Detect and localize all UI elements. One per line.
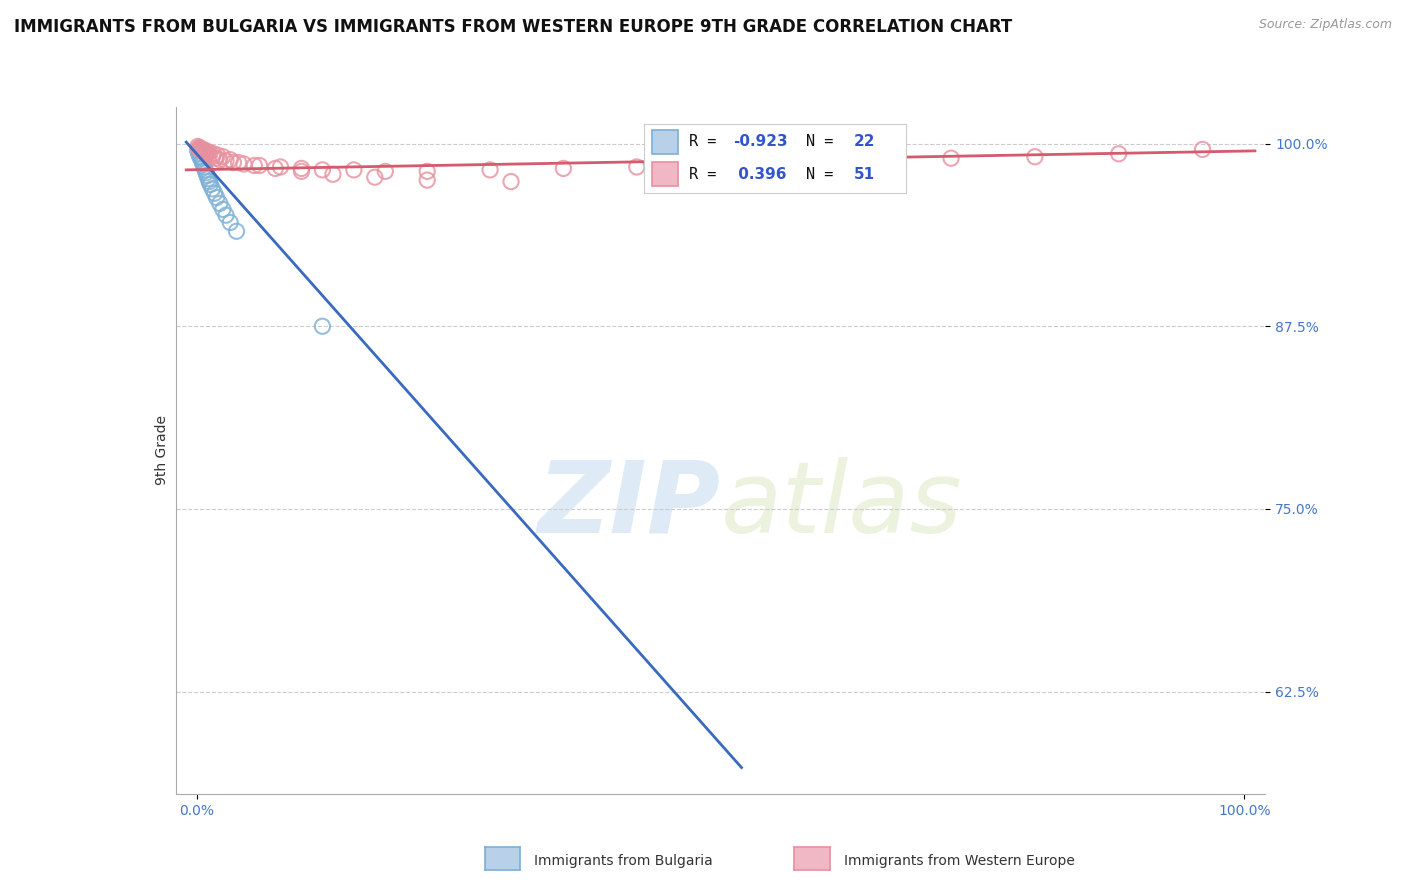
Point [364,170,387,185]
Point [416,164,439,178]
Point [193,160,215,174]
Point [232,157,254,171]
Text: 0.396: 0.396 [733,167,787,181]
Point [191,157,214,171]
Point [215,208,238,222]
Point [416,173,439,187]
Point [479,162,502,177]
Point [195,169,218,183]
Text: R =: R = [689,134,716,149]
Point [208,153,231,167]
Point [219,153,242,167]
Text: atlas: atlas [721,457,962,554]
Text: IMMIGRANTS FROM BULGARIA VS IMMIGRANTS FROM WESTERN EUROPE 9TH GRADE CORRELATION: IMMIGRANTS FROM BULGARIA VS IMMIGRANTS F… [14,18,1012,36]
Text: -0.923: -0.923 [733,134,787,149]
Point [709,157,731,171]
Point [626,160,648,174]
Point [191,154,214,169]
Point [190,143,212,157]
Point [207,148,229,162]
Point [198,148,221,162]
Point [499,175,522,189]
Point [198,145,221,160]
Point [1024,150,1046,164]
Text: R =: R = [689,167,716,181]
Point [311,162,333,177]
Point [215,154,238,169]
Point [311,319,333,334]
Point [1191,143,1213,157]
Point [219,215,242,229]
Text: Source: ZipAtlas.com: Source: ZipAtlas.com [1258,18,1392,31]
Point [264,161,287,176]
Point [270,160,292,174]
Point [188,150,211,164]
Point [205,191,228,205]
Point [195,144,218,158]
Point [222,155,245,169]
Point [193,145,215,160]
Point [200,178,222,192]
Point [322,167,344,181]
Text: Immigrants from Western Europe: Immigrants from Western Europe [844,854,1074,868]
Point [191,144,214,158]
Point [188,143,211,157]
Point [212,150,235,164]
Point [187,139,209,153]
Point [866,154,889,169]
Point [814,153,837,167]
Point [343,162,366,177]
Text: 22: 22 [853,134,875,149]
Point [1108,146,1130,161]
Point [195,146,218,161]
Point [190,151,212,165]
Point [195,146,218,161]
Text: N =: N = [807,134,834,149]
FancyBboxPatch shape [652,162,678,186]
Point [194,162,217,177]
Point [228,155,250,169]
Text: ZIP: ZIP [537,457,721,554]
Point [225,224,247,238]
Text: 51: 51 [853,167,875,181]
Point [187,144,209,158]
Point [204,151,226,165]
Point [188,141,211,155]
Y-axis label: 9th Grade: 9th Grade [155,416,169,485]
Point [198,175,221,189]
Point [553,161,575,176]
Point [202,146,225,161]
Point [191,144,214,158]
Point [187,141,209,155]
Point [208,196,231,211]
Point [243,159,266,173]
Point [194,145,217,160]
Point [290,164,312,178]
Point [939,151,962,165]
Point [212,202,235,217]
Point [187,146,209,161]
FancyBboxPatch shape [652,129,678,153]
Point [195,166,218,180]
Text: Immigrants from Bulgaria: Immigrants from Bulgaria [534,854,713,868]
Point [197,171,219,186]
Point [204,186,226,201]
Point [191,143,214,157]
Point [793,155,815,169]
Point [290,161,312,176]
Text: N =: N = [807,167,834,181]
Point [201,182,224,196]
Point [249,159,271,173]
Point [374,164,396,178]
Point [201,150,224,164]
